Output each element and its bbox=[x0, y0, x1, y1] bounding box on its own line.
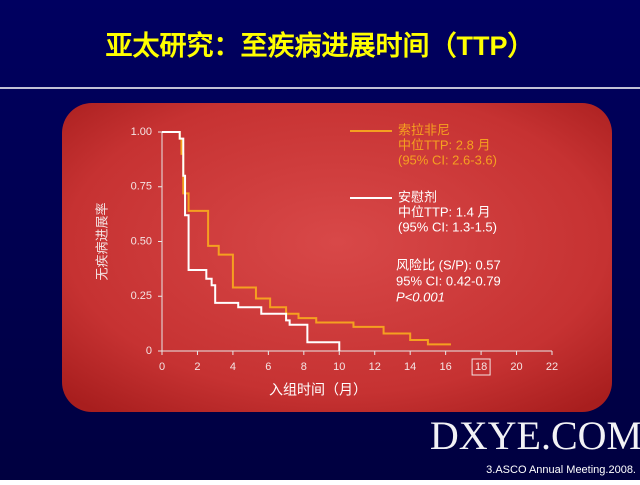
y-axis-label: 无疾病进展率 bbox=[95, 202, 111, 280]
chart-panel bbox=[62, 103, 612, 412]
legend-label: 安慰剂 bbox=[398, 191, 437, 206]
annotation: P<0.001 bbox=[396, 289, 445, 304]
plot: 0 0.25 0.50 0.75 1.00 0 2 4 6 8 10 12 14 16 18 20 22 无疾病进… bbox=[95, 124, 559, 398]
annotation: 95% CI: 0.42-0.79 bbox=[396, 273, 501, 288]
y-tick-label: 0.50 bbox=[131, 235, 152, 247]
x-tick-label: 0 bbox=[159, 361, 165, 373]
legend-label: 索拉非尼 bbox=[398, 124, 450, 139]
legend-note: (95% CI: 2.6-3.6) bbox=[398, 152, 497, 167]
x-tick-label: 22 bbox=[546, 361, 558, 373]
y-tick-label: 0.75 bbox=[131, 181, 152, 193]
x-tick-label: 4 bbox=[230, 361, 236, 373]
x-tick-label: 8 bbox=[301, 361, 307, 373]
legend-note: 中位TTP: 1.4 月 bbox=[398, 204, 490, 219]
annotation: 风险比 (S/P): 0.57 bbox=[396, 257, 501, 272]
y-tick-label: 0.25 bbox=[131, 290, 152, 302]
y-tick-label: 0 bbox=[146, 345, 152, 357]
x-tick-label: 16 bbox=[440, 361, 452, 373]
slide-title: 亚太研究：至疾病进展时间（TTP） bbox=[106, 30, 535, 61]
x-tick-label: 2 bbox=[194, 361, 200, 373]
legend-note: 中位TTP: 2.8 月 bbox=[398, 137, 490, 152]
y-tick-label: 1.00 bbox=[131, 126, 152, 138]
x-tick-label: 10 bbox=[333, 361, 345, 373]
x-tick-label: 14 bbox=[404, 361, 416, 373]
tick-box bbox=[471, 358, 491, 376]
watermark: DXYE.COM bbox=[430, 413, 640, 458]
x-tick-label: 20 bbox=[510, 361, 522, 373]
x-tick-label: 6 bbox=[265, 361, 271, 373]
x-axis-label: 入组时间（月） bbox=[269, 382, 367, 398]
km-line bbox=[162, 131, 341, 351]
x-tick-label: 18 bbox=[475, 361, 487, 373]
x-tick-label: 12 bbox=[369, 361, 381, 373]
source: 3.ASCO Annual Meeting.2008. bbox=[486, 464, 636, 476]
legend-note: (95% CI: 1.3-1.5) bbox=[398, 219, 497, 234]
